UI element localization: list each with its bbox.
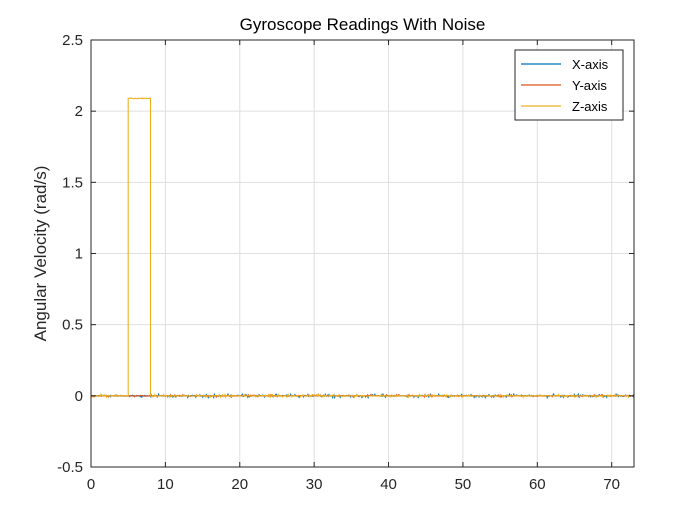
series-line-z-axis <box>90 97 635 400</box>
legend-label-y-axis: Y-axis <box>572 78 607 93</box>
x-tick-label: 20 <box>231 476 248 493</box>
x-tick-label: 0 <box>87 476 95 493</box>
x-tick-label: 40 <box>380 476 397 493</box>
y-tick-label: -0.5 <box>57 459 83 476</box>
legend: X-axis Y-axis Z-axis <box>514 49 624 121</box>
x-tick-label: 60 <box>529 476 546 493</box>
axis-ticks: 0 10 20 30 40 50 60 70-0.500.511.522.5 <box>57 32 634 493</box>
x-tick-label: 50 <box>455 476 472 493</box>
series-lines <box>90 97 635 400</box>
y-tick-label: 1.5 <box>62 174 83 191</box>
y-tick-label: 2 <box>75 103 83 120</box>
legend-label-x-axis: X-axis <box>572 57 609 72</box>
y-tick-label: 0 <box>75 388 83 405</box>
legend-label-z-axis: Z-axis <box>572 99 608 114</box>
chart-title: Gyroscope Readings With Noise <box>240 15 486 34</box>
x-tick-label: 10 <box>157 476 174 493</box>
y-tick-label: 2.5 <box>62 32 83 49</box>
y-tick-label: 0.5 <box>62 317 83 334</box>
y-axis-label: Angular Velocity (rad/s) <box>31 166 50 342</box>
y-tick-label: 1 <box>75 246 83 263</box>
x-tick-label: 70 <box>603 476 620 493</box>
x-tick-label: 30 <box>306 476 323 493</box>
